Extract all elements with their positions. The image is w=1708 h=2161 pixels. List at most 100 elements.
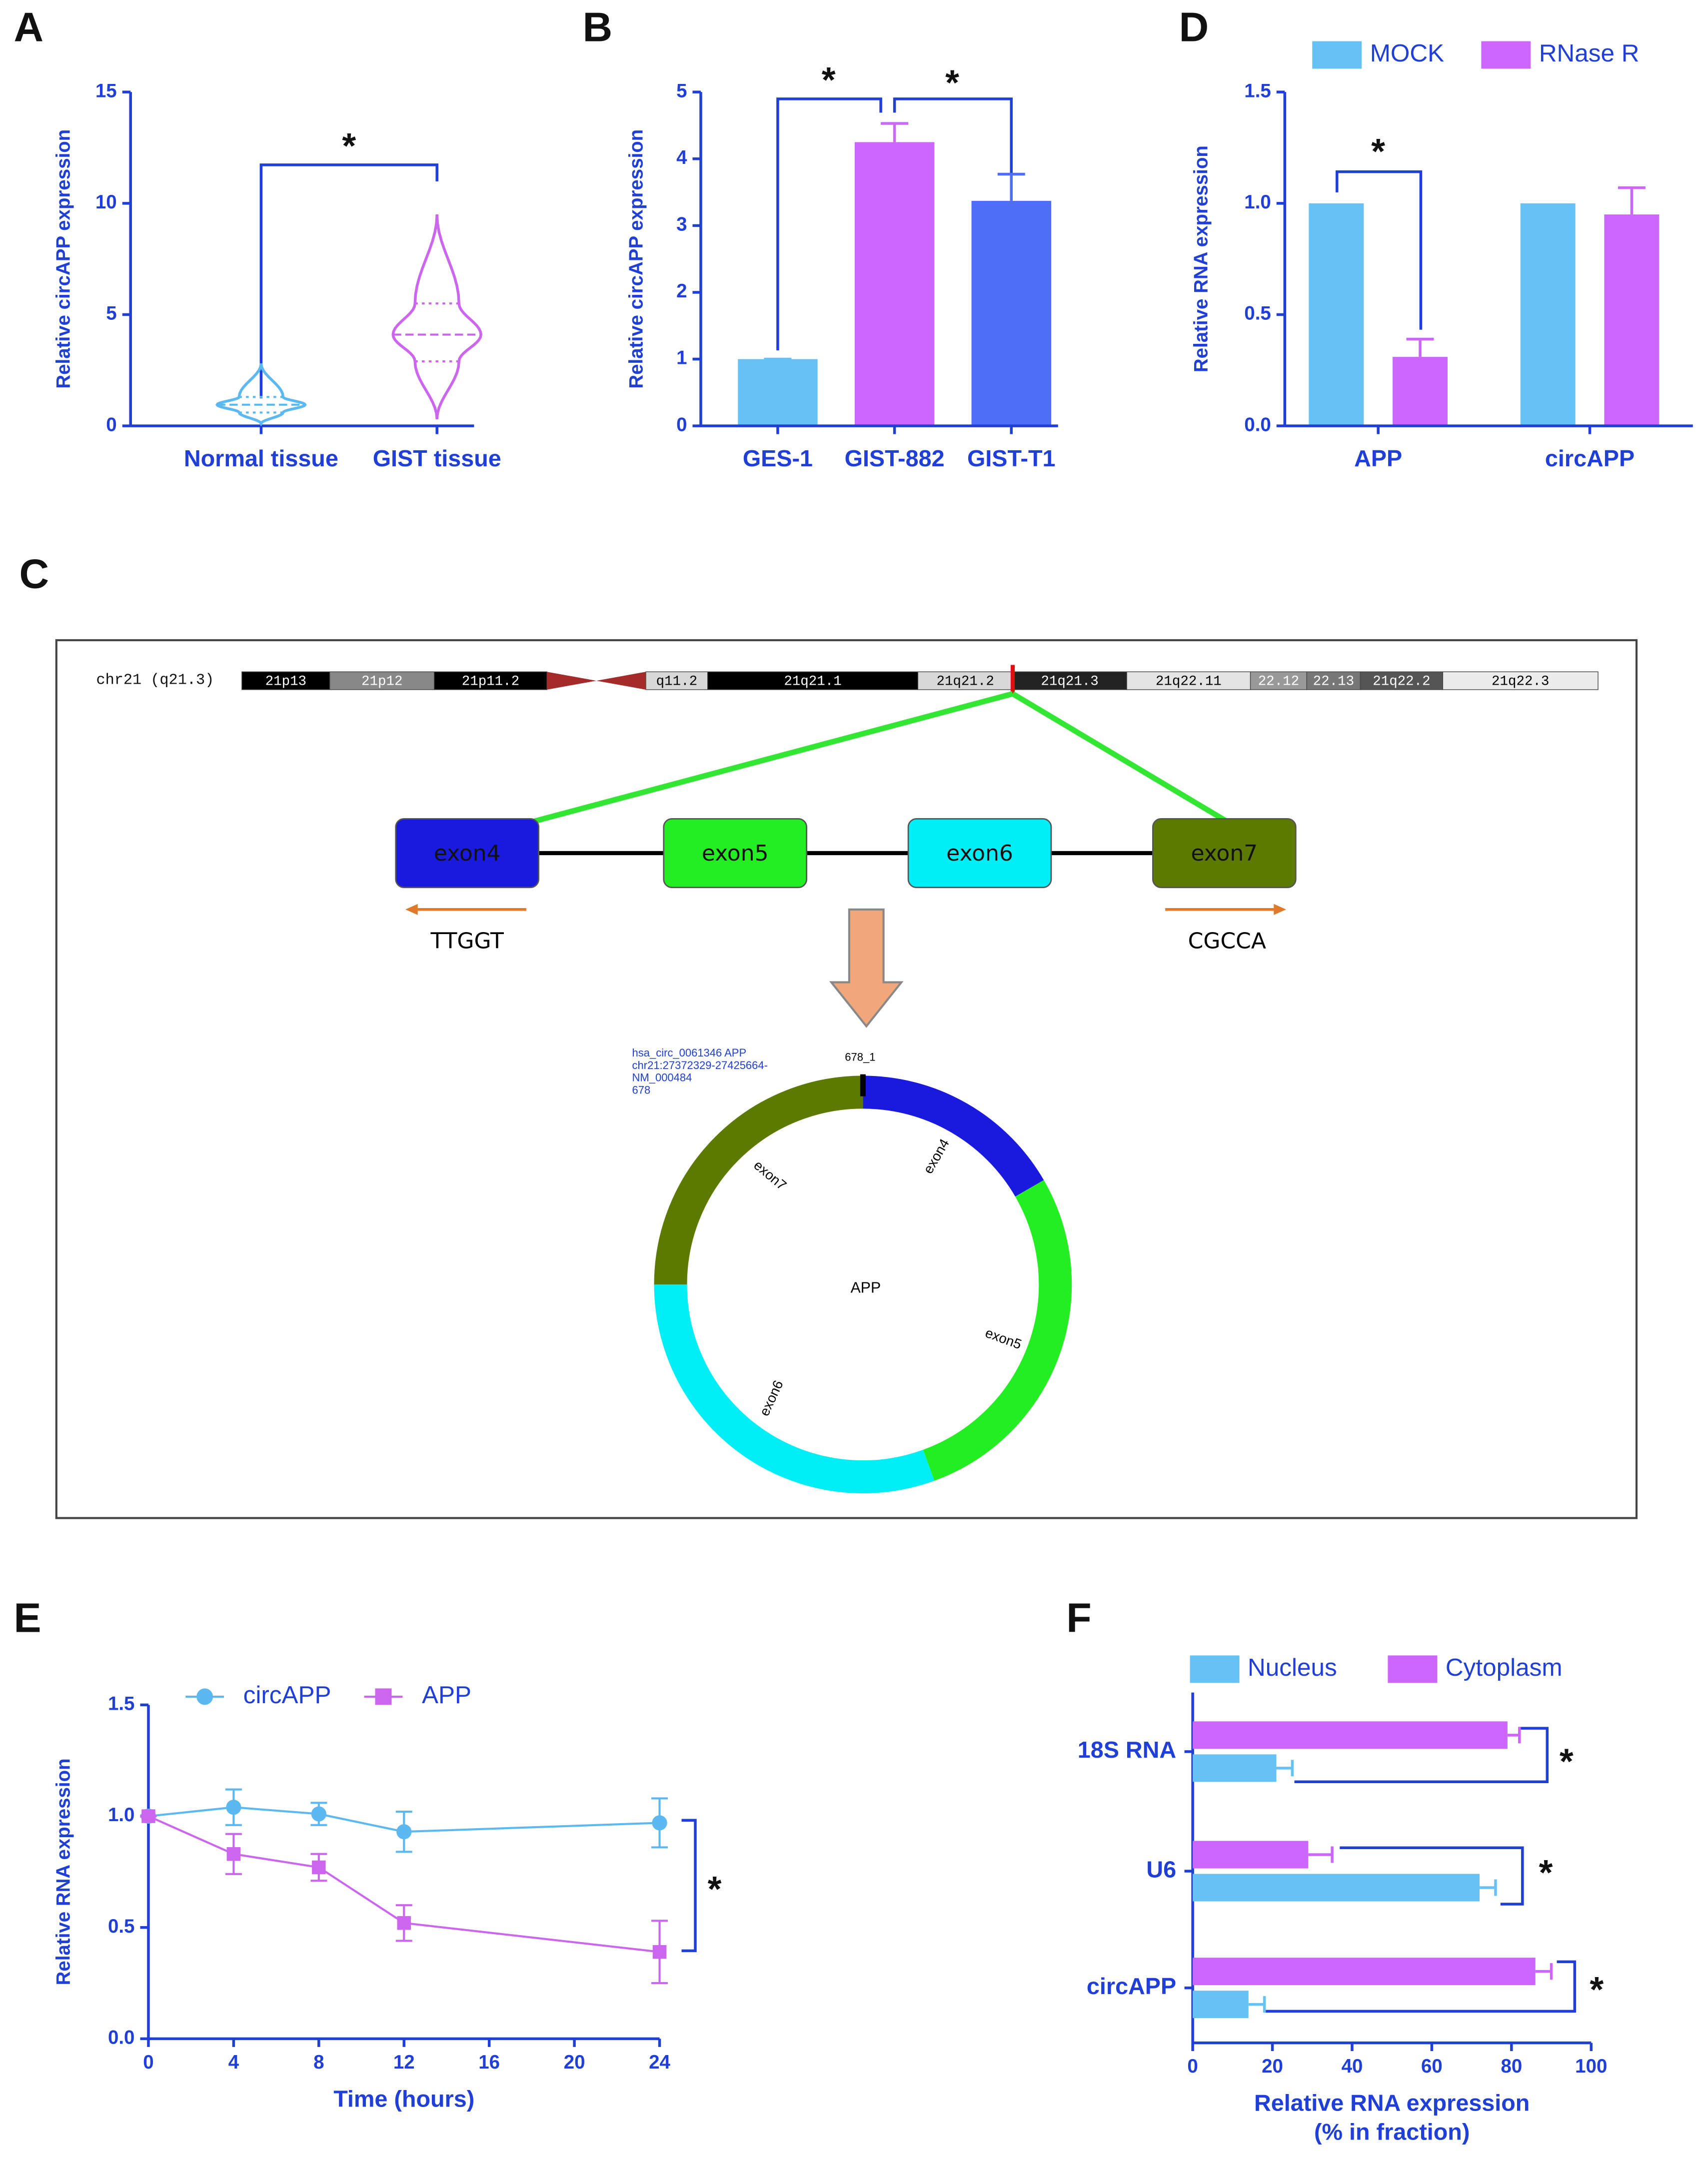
circ-info: chr21:27372329-27425664-	[632, 1059, 768, 1072]
zoom-line	[532, 691, 1014, 825]
panel-label: F	[1066, 1595, 1091, 1641]
bar	[1193, 1754, 1277, 1782]
x-tick-label: 12	[393, 2052, 415, 2073]
down-arrow	[829, 908, 904, 1028]
gene-label: APP	[851, 1279, 881, 1296]
y-tick-label: 0.0	[1244, 414, 1271, 435]
bar	[1520, 203, 1576, 426]
exon	[663, 818, 808, 889]
x-tick-label: 20	[564, 2052, 585, 2073]
exon	[395, 818, 540, 889]
x-tick-label: 4	[228, 2052, 239, 2073]
y-tick-label: 1.0	[108, 1804, 134, 1826]
primer-label: CGCCA	[1188, 929, 1266, 954]
legend-marker	[196, 1688, 213, 1705]
ring-segment	[923, 1180, 1072, 1481]
legend-label: Cytoplasm	[1446, 1654, 1563, 1681]
band-label: 21p11.2	[462, 674, 519, 690]
ring-exon-label: exon6	[756, 1378, 786, 1418]
significance: *	[1371, 131, 1385, 171]
y-tick-label: 15	[95, 80, 117, 101]
error-bar	[1618, 186, 1646, 215]
band	[707, 671, 919, 690]
y-axis-label: Relative RNA expression	[1191, 145, 1212, 372]
bar	[854, 142, 935, 426]
error-bar	[1535, 1963, 1553, 1980]
circ-info: 678	[632, 1083, 651, 1096]
error-bar	[1308, 1846, 1334, 1863]
ring-exon-label: exon4	[920, 1136, 952, 1176]
locus-marker	[1010, 665, 1015, 697]
bar	[1309, 203, 1364, 426]
band	[917, 671, 1013, 690]
exon-label: exon7	[1191, 841, 1258, 866]
band	[1360, 671, 1444, 690]
band-label: 21p13	[265, 674, 306, 690]
significance: *	[708, 1869, 722, 1909]
point	[141, 1809, 155, 1823]
legend-marker	[375, 1688, 392, 1705]
chromosome-label: chr21 (q21.3)	[96, 672, 214, 689]
significance: *	[1539, 1853, 1553, 1893]
legend-swatch	[1190, 1655, 1240, 1683]
error-bar	[1406, 337, 1434, 357]
band-label: 21p12	[361, 674, 402, 690]
x-tick-label: 8	[313, 2052, 324, 2073]
x-tick-label: 40	[1342, 2056, 1363, 2077]
bracket	[259, 163, 438, 399]
ring-segment	[654, 1076, 863, 1285]
ring-exon-label: exon5	[983, 1325, 1024, 1352]
bracket	[1340, 1846, 1524, 1906]
point	[652, 1815, 667, 1831]
y-tick-label: 5	[676, 80, 687, 101]
x-tick-label: 60	[1421, 2056, 1443, 2077]
bracket	[776, 97, 882, 350]
bracket	[681, 1819, 697, 1953]
point	[311, 1806, 326, 1822]
band-label: 22.13	[1313, 674, 1354, 690]
y-tick-label: 5	[106, 303, 116, 324]
band-label: 21q21.3	[1041, 674, 1098, 690]
bracket	[1335, 170, 1423, 330]
exons: exon4 exon5 exon6 exon7	[395, 818, 1297, 889]
violin-outline	[391, 214, 482, 420]
y-tick-label: 4	[676, 147, 687, 168]
x-tick-label: 20	[1262, 2056, 1283, 2077]
error-bar	[1480, 1879, 1497, 1896]
band-label: 21q22.11	[1156, 674, 1222, 690]
y-tick-label: 0	[106, 414, 116, 435]
legend-label: MOCK	[1370, 39, 1444, 67]
bar	[1193, 1841, 1309, 1869]
exon	[1152, 818, 1297, 889]
circ-info: NM_000484	[632, 1072, 692, 1084]
legend-label: Nucleus	[1248, 1654, 1337, 1681]
legend-label: APP	[422, 1681, 471, 1709]
y-tick-label: 3	[676, 214, 687, 235]
violin-outline	[215, 363, 307, 427]
y-tick-label: 1	[676, 347, 687, 369]
significance: *	[1560, 1741, 1574, 1781]
panel-label: B	[583, 4, 613, 50]
band-label: 21q21.2	[936, 674, 994, 690]
band-label: 21q22.3	[1492, 674, 1549, 690]
band	[1250, 671, 1307, 690]
x-tick-label: Normal tissue	[184, 445, 338, 471]
significance: *	[342, 126, 356, 166]
bar	[1193, 1958, 1536, 1986]
exon-label: exon4	[434, 841, 501, 866]
y-axis-label: Relative RNA expression	[52, 1758, 74, 1985]
error-bar	[1507, 1727, 1521, 1744]
ideogram: 21p13 21p12 21p11.2 q11.2 21q21.1 21q21.2 21q2…	[241, 665, 1599, 697]
bar	[1193, 1991, 1249, 2019]
ring-segment	[863, 1076, 1044, 1197]
x-axis-label: (% in fraction)	[1314, 2119, 1470, 2145]
x-tick-label: GIST-T1	[967, 445, 1056, 471]
band	[329, 671, 435, 690]
x-tick-label: APP	[1354, 445, 1402, 471]
y-tick-label: 0.5	[1244, 303, 1271, 324]
position-label: 678_1	[845, 1051, 875, 1063]
error-bar	[997, 172, 1025, 201]
y-tick-label: 10	[95, 191, 117, 213]
